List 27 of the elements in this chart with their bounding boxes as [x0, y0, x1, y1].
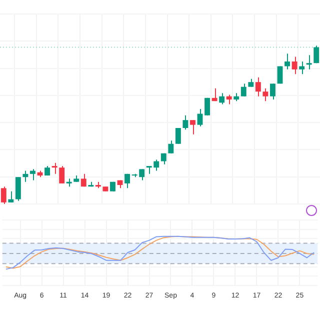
candlestick: [190, 120, 196, 135]
candlestick: [22, 170, 28, 182]
candlestick: [255, 76, 261, 97]
candlestick: [182, 114, 188, 130]
candlestick: [0, 186, 6, 204]
candlestick: [168, 140, 174, 154]
candlestick: [52, 162, 58, 174]
candlestick: [226, 94, 232, 105]
candlestick: [270, 83, 276, 100]
candlestick: [8, 190, 14, 203]
candlestick: [175, 128, 181, 144]
candlestick: [306, 54, 312, 70]
candlestick: [124, 173, 130, 189]
candlestick: [262, 88, 268, 102]
candlestick: [240, 83, 246, 97]
candlestick: [15, 176, 21, 202]
candlestick: [314, 45, 320, 64]
candlestick: [80, 173, 86, 188]
candlestick: [219, 92, 225, 105]
candlestick: [59, 166, 65, 184]
candlestick: [212, 88, 218, 102]
candlestick: [197, 108, 203, 127]
candlestick: [204, 97, 210, 116]
candlestick: [284, 53, 290, 70]
candlestick: [292, 56, 298, 75]
candlestick: [30, 168, 36, 181]
candlestick: [299, 61, 305, 75]
